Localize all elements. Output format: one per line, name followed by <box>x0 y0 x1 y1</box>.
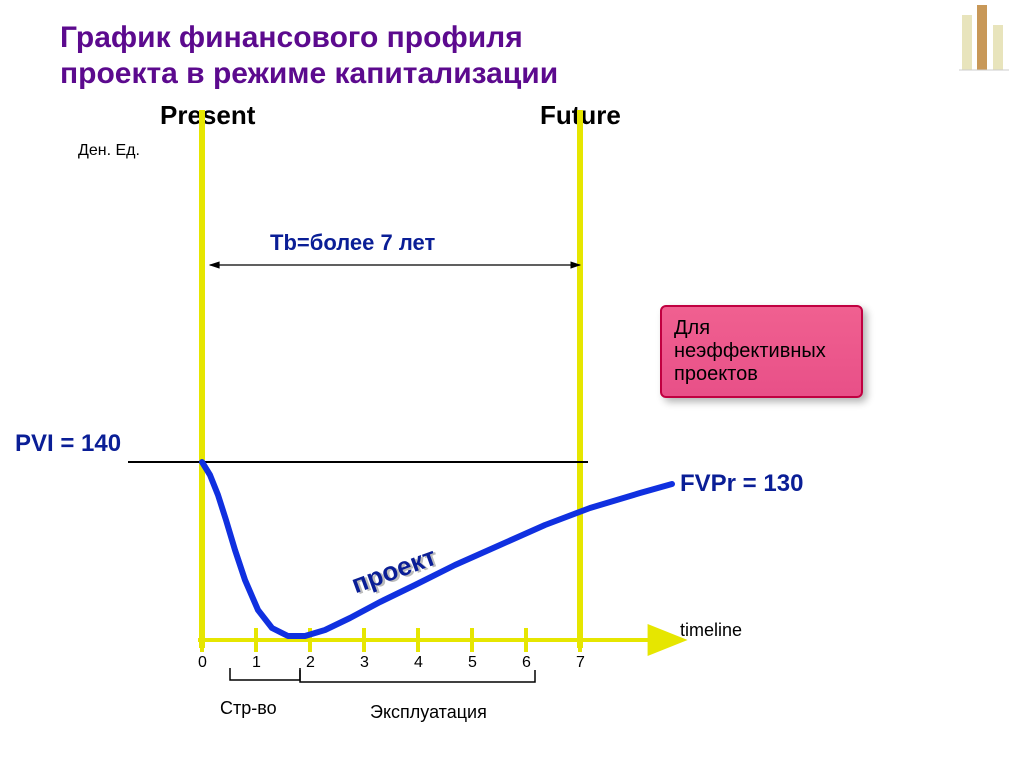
tick-label: 0 <box>198 654 207 672</box>
slide-title: График финансового профиля проекта в реж… <box>60 20 558 92</box>
tick-label: 3 <box>360 654 369 672</box>
callout-ineffective: Для неэффективных проектов <box>660 305 863 398</box>
present-label: Present <box>160 100 255 131</box>
title-line-2: проекта в режиме капитализации <box>60 57 558 90</box>
callout-line-3: проектов <box>674 363 758 385</box>
y-axis-label: Ден. Ед. <box>78 142 140 160</box>
tick-label: 2 <box>306 654 315 672</box>
callout-line-2: неэффективных <box>674 340 826 362</box>
project-curve-label: проект <box>347 541 440 600</box>
exploitation-label: Эксплуатация <box>370 702 487 723</box>
tick-label: 7 <box>576 654 585 672</box>
chart-svg <box>0 0 1024 768</box>
tick-label: 6 <box>522 654 531 672</box>
callout-line-1: Для <box>674 317 710 339</box>
tick-label: 5 <box>468 654 477 672</box>
tb-label: Tb=более 7 лет <box>270 230 435 256</box>
corner-decoration <box>874 0 1024 80</box>
future-label: Future <box>540 100 621 131</box>
title-line-1: График финансового профиля <box>60 21 523 54</box>
tick-label: 1 <box>252 654 261 672</box>
construction-label: Стр-во <box>220 698 277 719</box>
fvpr-label: FVPr = 130 <box>680 470 803 498</box>
pvi-label: PVI = 140 <box>15 430 121 458</box>
timeline-label: timeline <box>680 620 742 641</box>
tick-label: 4 <box>414 654 423 672</box>
